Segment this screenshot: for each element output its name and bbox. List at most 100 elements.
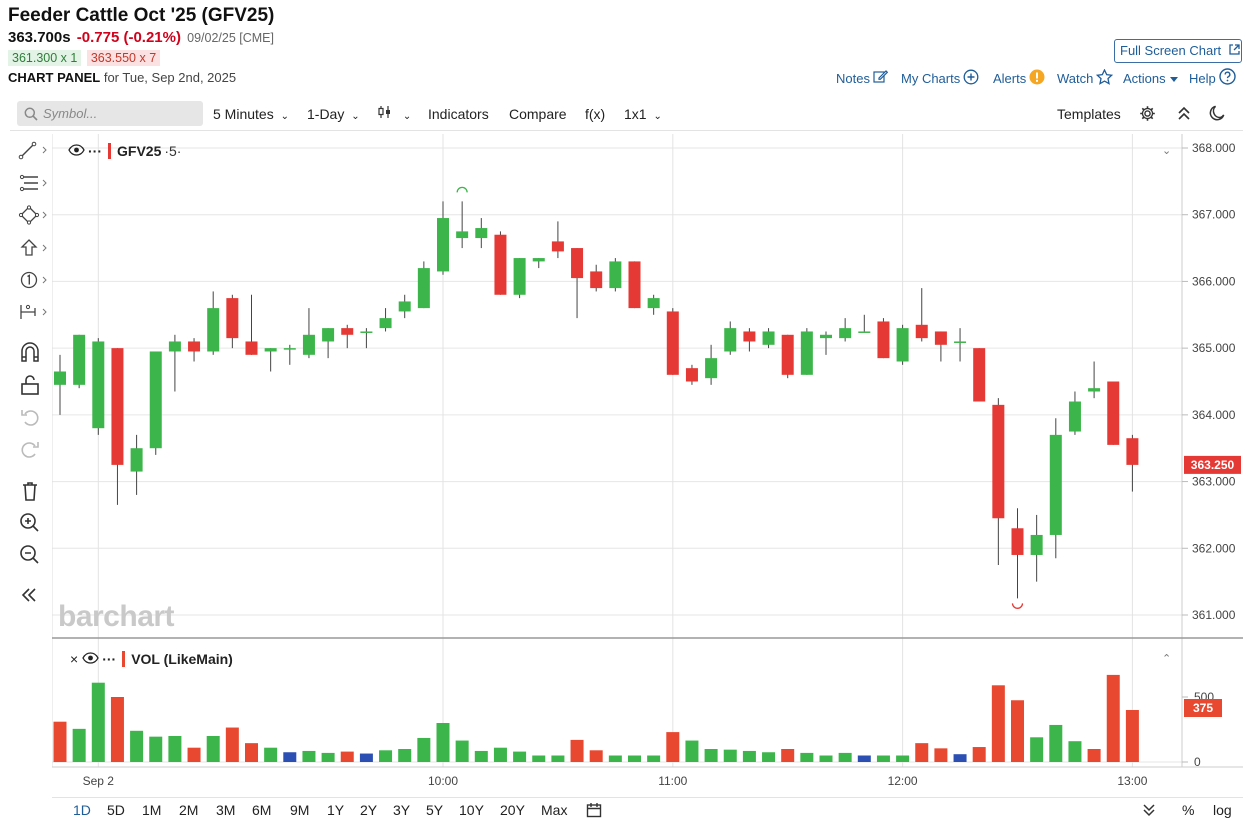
compare-button[interactable]: Compare — [509, 106, 567, 122]
volume-bar — [781, 749, 795, 762]
percent-toggle[interactable]: % — [1182, 802, 1195, 818]
period-button-10y[interactable]: 10Y — [459, 802, 484, 818]
redo-icon[interactable] — [18, 438, 48, 462]
volume-legend: × ··· VOL (LikeMain) — [70, 651, 233, 667]
log-toggle[interactable]: log — [1213, 802, 1232, 818]
help-icon — [1219, 68, 1236, 88]
period-button-20y[interactable]: 20Y — [500, 802, 525, 818]
zoom-out-icon[interactable] — [18, 544, 48, 568]
my-charts-link[interactable]: My Charts — [901, 69, 979, 87]
collapse-pane-icon[interactable]: ⌄ — [1162, 145, 1172, 157]
period-button-1m[interactable]: 1M — [142, 802, 162, 818]
period-button-3m[interactable]: 3M — [216, 802, 236, 818]
undo-icon[interactable] — [18, 406, 48, 430]
annotation-number-icon[interactable] — [18, 270, 48, 294]
expand-pane-icon[interactable]: ⌃ — [1162, 653, 1172, 665]
watch-link[interactable]: Watch — [1057, 67, 1114, 87]
candle-body — [417, 268, 430, 309]
magnet-icon[interactable] — [18, 341, 48, 365]
shape-tool-icon[interactable] — [18, 205, 48, 229]
indicators-button[interactable]: Indicators — [428, 106, 489, 122]
time-tick-label: 12:00 — [888, 774, 918, 788]
volume-bar — [206, 736, 220, 762]
period-button-2y[interactable]: 2Y — [360, 802, 378, 818]
period-button-5y[interactable]: 5Y — [426, 802, 444, 818]
fibonacci-tool-icon[interactable] — [18, 173, 48, 197]
range-dropdown[interactable]: 1-Day ⌄ — [307, 105, 360, 123]
period-button-6m[interactable]: 6M — [252, 802, 272, 818]
candle-body — [398, 301, 411, 312]
symbol-search-input[interactable]: Symbol... — [17, 101, 203, 126]
volume-badge — [1184, 699, 1222, 717]
plus-circle-icon — [963, 69, 979, 88]
zoom-in-icon[interactable] — [18, 512, 48, 536]
more-icon[interactable]: ··· — [88, 143, 102, 159]
full-screen-chart-button[interactable]: Full Screen Chart — [1114, 39, 1242, 63]
chart-area[interactable]: 368.000 367.000 366.000 365.000 364.000 363.0… — [51, 134, 1243, 794]
candle-body — [456, 231, 469, 239]
trash-icon[interactable] — [18, 480, 48, 504]
period-button-5d[interactable]: 5D — [107, 802, 125, 818]
candle-body — [571, 248, 584, 279]
alerts-link[interactable]: Alerts — [993, 69, 1045, 87]
candle-body — [1068, 401, 1081, 432]
trendline-tool-icon[interactable] — [18, 140, 48, 164]
session-high-marker — [456, 186, 468, 193]
collapse-up-icon[interactable] — [1177, 106, 1191, 126]
volume-bar — [704, 749, 718, 762]
candle-body — [475, 228, 488, 239]
volume-bar — [589, 750, 603, 762]
gear-icon[interactable] — [1139, 105, 1156, 127]
moon-icon[interactable] — [1208, 104, 1226, 127]
volume-bar — [245, 743, 258, 762]
candle-body — [781, 334, 794, 375]
volume-bar — [417, 737, 431, 762]
candle-body — [1049, 434, 1062, 535]
notes-link[interactable]: Notes — [836, 69, 889, 87]
templates-button[interactable]: Templates — [1057, 106, 1121, 122]
period-button-3y[interactable]: 3Y — [393, 802, 411, 818]
help-link[interactable]: Help — [1189, 68, 1236, 88]
function-button[interactable]: f(x) — [585, 106, 606, 122]
candle-body — [992, 404, 1005, 519]
arrow-up-tool-icon[interactable] — [18, 238, 48, 262]
layout-dropdown[interactable]: 1x1 ⌄ — [624, 105, 662, 123]
actions-menu[interactable]: Actions — [1123, 69, 1179, 87]
measure-tool-icon[interactable] — [18, 302, 48, 326]
period-button-9m[interactable]: 9M — [290, 802, 310, 818]
series-color-swatch — [108, 143, 111, 159]
double-chevron-down-icon[interactable] — [1142, 803, 1156, 822]
volume-badge-label: 375 — [1193, 701, 1213, 715]
period-bar — [52, 797, 1243, 825]
eye-icon[interactable] — [82, 651, 99, 667]
candle-body — [1030, 534, 1043, 555]
candle-body — [896, 328, 909, 362]
period-button-2m[interactable]: 2M — [179, 802, 199, 818]
candle-body — [609, 261, 622, 289]
chevron-down-icon: ⌄ — [402, 111, 412, 122]
period-button-1d[interactable]: 1D — [73, 802, 91, 818]
candle-body — [188, 341, 201, 352]
price-change: -0.775 (-0.21%) — [76, 29, 181, 46]
calendar-icon[interactable] — [586, 802, 602, 823]
chart-type-dropdown[interactable]: ⌄ — [377, 105, 411, 123]
volume-bar — [321, 752, 335, 762]
candle-body — [590, 271, 603, 289]
candle-body — [762, 331, 775, 345]
volume-bar — [819, 755, 833, 762]
candle-body — [207, 308, 220, 352]
period-button-max[interactable]: Max — [541, 802, 568, 818]
eye-icon[interactable] — [68, 143, 85, 159]
collapse-sidebar-icon[interactable] — [18, 584, 48, 608]
unlock-icon[interactable] — [18, 374, 48, 398]
more-icon[interactable]: ··· — [102, 651, 117, 667]
close-icon[interactable]: × — [70, 651, 79, 667]
interval-dropdown[interactable]: 5 Minutes ⌄ — [213, 105, 289, 123]
price-tick-label: 365.000 — [1192, 341, 1236, 355]
price-chart-svg[interactable]: 368.000 367.000 366.000 365.000 364.000 363.0… — [51, 134, 1243, 794]
volume-bar — [474, 750, 488, 762]
candle-body — [1126, 438, 1139, 465]
candle-body — [628, 261, 641, 309]
period-button-1y[interactable]: 1Y — [327, 802, 345, 818]
external-link-icon — [1229, 43, 1240, 58]
